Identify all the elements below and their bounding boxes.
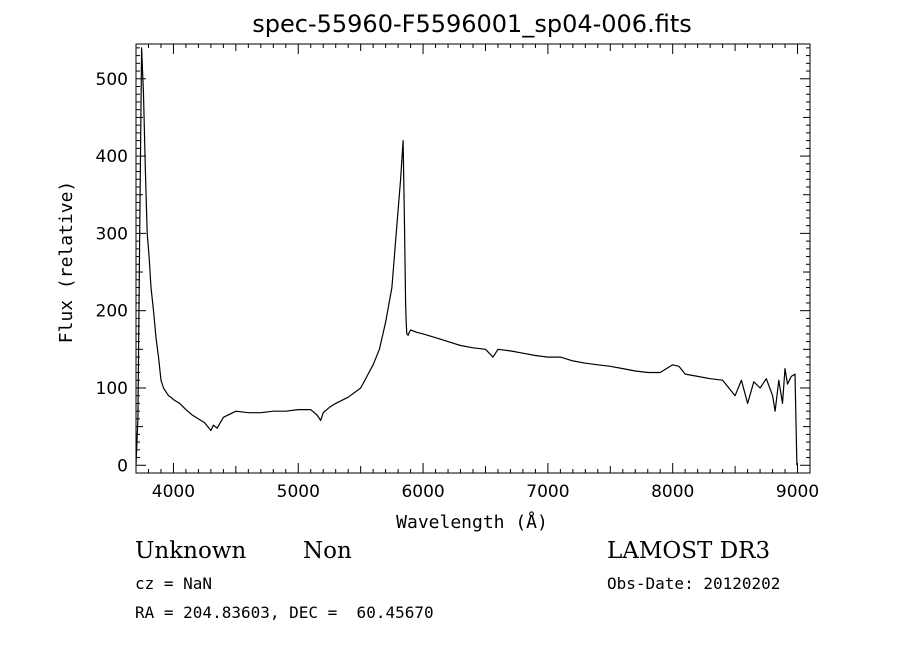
object-subclass: Non <box>303 538 352 564</box>
axes-frame <box>135 43 811 474</box>
x-tick-label: 4000 <box>152 482 195 502</box>
chart-title: spec-55960-F5596001_sp04-006.fits <box>252 10 691 38</box>
y-tick-label: 0 <box>117 456 128 476</box>
x-tick-label: 6000 <box>401 482 444 502</box>
y-tick-label: 300 <box>96 224 128 244</box>
x-tick-label: 9000 <box>776 482 819 502</box>
x-axis-title: Wavelength (Å) <box>396 511 548 533</box>
x-axis: 4000 5000 6000 7000 8000 9000 <box>147 44 819 502</box>
plot-frame <box>135 43 811 474</box>
obs-date: Obs-Date: 20120202 <box>607 574 781 593</box>
y-tick-label: 200 <box>96 302 128 322</box>
object-class: Unknown <box>135 538 247 564</box>
y-tick-label: 400 <box>96 147 128 167</box>
y-tick-label: 100 <box>96 379 128 399</box>
cz-value: cz = NaN <box>135 574 213 593</box>
x-tick-label: 8000 <box>651 482 694 502</box>
survey-label: LAMOST DR3 <box>607 538 771 564</box>
x-tick-label: 7000 <box>526 482 569 502</box>
y-axis: 0 100 200 300 400 500 <box>96 47 810 476</box>
spectrum-line <box>135 47 798 466</box>
series-group <box>135 47 798 466</box>
y-tick-label: 500 <box>96 70 128 90</box>
x-tick-label: 5000 <box>277 482 320 502</box>
y-axis-title: Flux (relative) <box>56 181 77 344</box>
coordinates: RA = 204.83603, DEC = 60.45670 <box>135 603 434 622</box>
